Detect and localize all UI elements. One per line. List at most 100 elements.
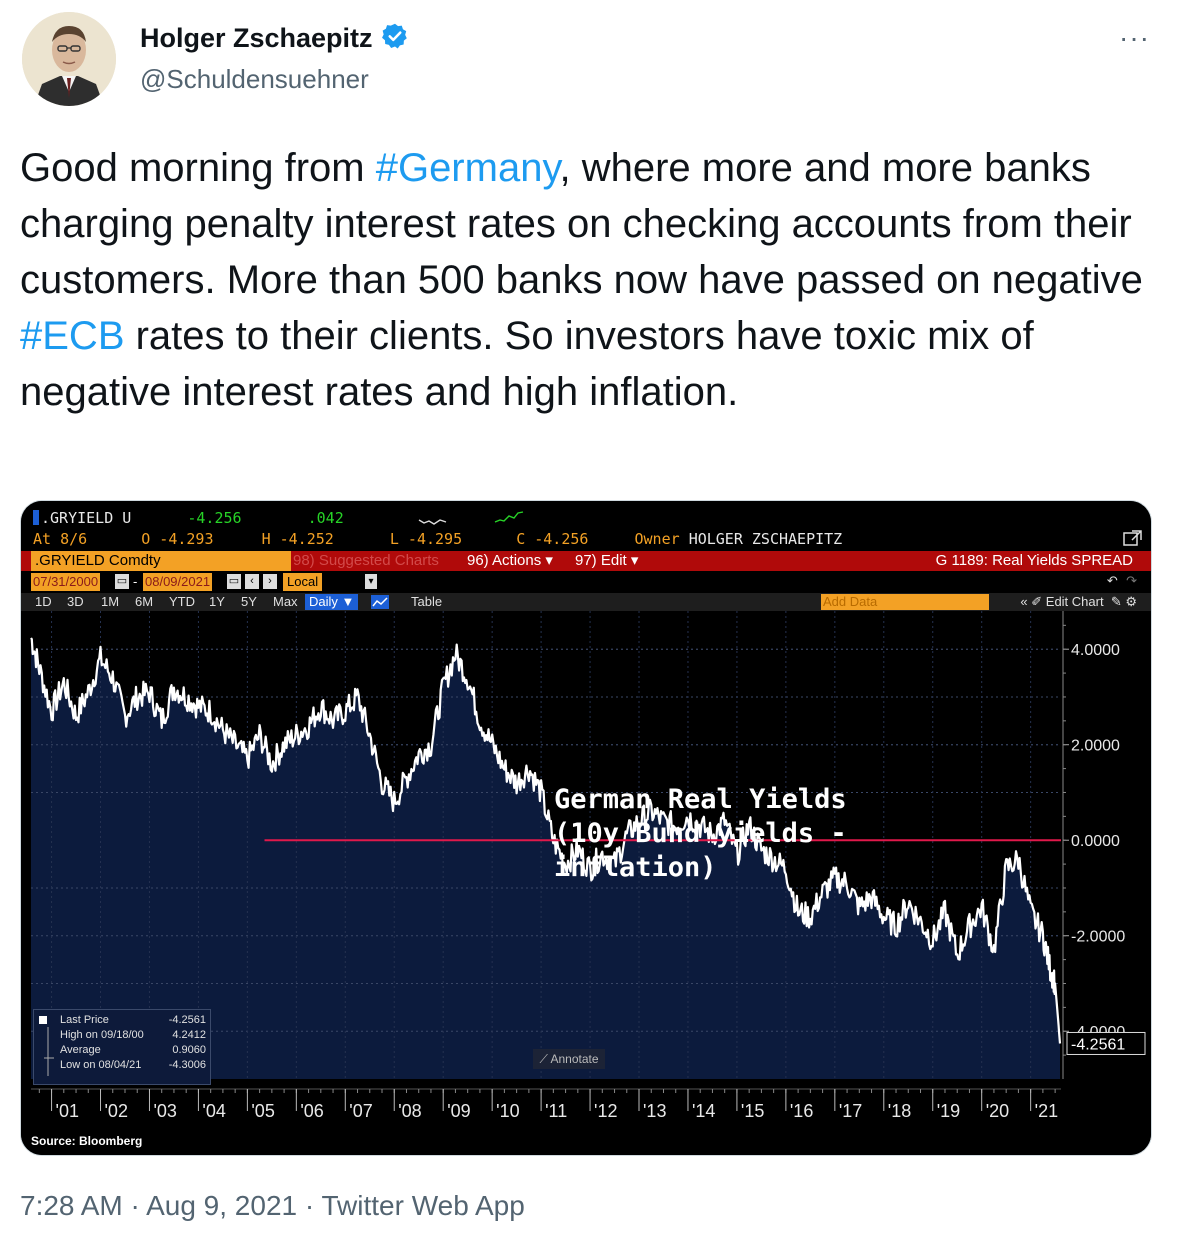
toolbar-row: .GRYIELD Comdty 98) Suggested Charts 96)… [21, 551, 1151, 571]
tweet-text-part-1: Good morning from [20, 146, 376, 190]
owner-label: Owner [634, 530, 680, 548]
chevron-right-icon[interactable]: › [263, 574, 277, 589]
calendar-icon[interactable]: ▭ [115, 574, 129, 589]
author-handle[interactable]: @Schuldensuehner [140, 64, 369, 94]
period-6m[interactable]: 6M [135, 594, 154, 609]
suggested-charts-button[interactable]: 98) Suggested Charts [293, 552, 439, 569]
last-value-box [1066, 1031, 1146, 1055]
tweet-timestamp[interactable]: 7:28 AM · Aug 9, 2021 · Twitter Web App [20, 1190, 525, 1221]
x-tick-label: '11 [545, 1101, 567, 1121]
period-3d[interactable]: 3D [67, 594, 84, 609]
redo-icon[interactable]: ↷ [1126, 574, 1137, 589]
net-change: .042 [307, 509, 344, 527]
hashtag-ecb[interactable]: #ECB [20, 314, 125, 358]
chart-name: G 1189: Real Yields SPREAD [935, 552, 1133, 569]
x-tick-label: '17 [839, 1101, 862, 1121]
period-1m[interactable]: 1M [101, 594, 120, 609]
last-price: -4.256 [187, 509, 242, 527]
tweet-text: Good morning from #Germany, where more a… [20, 140, 1160, 420]
x-tick-label: '06 [300, 1101, 323, 1121]
x-tick-label: '04 [202, 1101, 225, 1121]
chevron-down-icon[interactable]: ▾ [365, 574, 377, 589]
tweet-text-part-2: , where more and more banks charging pen… [20, 146, 1143, 302]
legend-last-price-label: Last Price [60, 1014, 109, 1026]
x-tick-label: '19 [937, 1101, 960, 1121]
x-tick-label: '12 [594, 1101, 617, 1121]
more-options-icon[interactable]: ··· [1119, 22, 1150, 53]
edit-chart-label: « ✐ Edit Chart [1020, 594, 1104, 609]
y-tick-label: -2.0000 [1071, 929, 1125, 946]
last-value-label: -4.2561 [1071, 1036, 1125, 1053]
x-tick-label: '15 [741, 1101, 764, 1121]
period-max[interactable]: Max [273, 594, 298, 609]
annotate-button[interactable]: ⟋ Annotate [533, 1049, 605, 1069]
legend-high-value: 4.2412 [172, 1029, 206, 1041]
at-date: At 8/6 [33, 530, 88, 548]
author-avatar[interactable] [22, 12, 116, 106]
edit-menu[interactable]: 97) Edit ▾ [575, 552, 639, 569]
high-value: H -4.252 [261, 530, 334, 548]
chart-source: Source: Bloomberg [31, 1134, 143, 1148]
period-1y[interactable]: 1Y [209, 594, 225, 609]
x-tick-label: '10 [496, 1101, 519, 1121]
add-data-field[interactable]: Add Data [821, 594, 989, 610]
x-tick-label: '08 [398, 1101, 421, 1121]
period-ytd[interactable]: YTD [169, 594, 195, 609]
x-tick-label: '01 [56, 1101, 79, 1121]
x-tick-label: '13 [643, 1101, 666, 1121]
x-tick-label: '02 [105, 1101, 128, 1121]
hashtag-germany[interactable]: #Germany [375, 146, 560, 190]
series-area [31, 638, 1061, 1079]
x-tick-label: '14 [692, 1101, 715, 1121]
x-tick-label: '16 [790, 1101, 813, 1121]
series-line [30, 637, 1062, 1044]
start-date-field[interactable]: 07/31/2000 [31, 573, 101, 591]
legend-average-label: Average [60, 1044, 101, 1056]
author-name[interactable]: Holger Zschaepitz [140, 23, 373, 53]
x-tick-label: '03 [153, 1101, 176, 1121]
chevron-left-icon[interactable]: ‹ [245, 574, 259, 589]
legend-high-label: High on 09/18/00 [60, 1029, 144, 1041]
real-yields-chart: 4.00002.00000.0000-2.0000-4.0000-4.2561'… [30, 611, 1146, 1121]
y-tick-label: 0.0000 [1071, 833, 1120, 850]
security-field[interactable]: .GRYIELD Comdty [31, 551, 291, 571]
chart-plot-area: 4.00002.00000.0000-2.0000-4.0000-4.2561'… [21, 611, 1151, 1155]
period-row: 1D 3D 1M 6M YTD 1Y 5Y Max Daily ▼ Table … [21, 593, 1151, 611]
table-button[interactable]: Table [411, 594, 443, 609]
y-tick-label: 4.0000 [1071, 642, 1120, 659]
legend-last-price-value: -4.2561 [168, 1014, 206, 1026]
trend-sparkline-icon [494, 511, 524, 523]
chart-legend: Last Price -4.2561 High on 09/18/00 4.2412… [33, 1009, 211, 1085]
chart-title: German Real Yields (10y Bund yields - in… [554, 784, 847, 883]
frequency-select[interactable]: Daily ▼ [305, 594, 359, 610]
edit-chart-button[interactable]: « ✐ Edit Chart ✎ ⚙ [1020, 593, 1137, 611]
ohlc-row: At 8/6 O -4.293 H -4.252 L -4.295 C -4.2… [33, 530, 842, 549]
close-value: C -4.256 [516, 530, 589, 548]
popout-icon[interactable] [1123, 530, 1143, 548]
owner-name: HOLGER ZSCHAEPITZ [688, 530, 843, 548]
tweet-media-image[interactable]: .GRYIELD U -4.256 .042 At 8/6 O -4.293 H… [20, 500, 1152, 1156]
period-5y[interactable]: 5Y [241, 594, 257, 609]
x-tick-label: '07 [349, 1101, 372, 1121]
y-tick-label: 2.0000 [1071, 738, 1120, 755]
legend-marker-icon [39, 1016, 54, 1076]
period-1d[interactable]: 1D [35, 594, 52, 609]
pencil-icon[interactable]: ✎ [1110, 594, 1122, 609]
actions-menu[interactable]: 96) Actions ▾ [467, 552, 553, 569]
bloomberg-terminal: .GRYIELD U -4.256 .042 At 8/6 O -4.293 H… [21, 501, 1151, 1155]
x-tick-label: '05 [251, 1101, 274, 1121]
x-tick-label: '21 [1035, 1101, 1058, 1121]
end-date-field[interactable]: 08/09/2021 [143, 573, 213, 591]
author-name-row[interactable]: Holger Zschaepitz [140, 22, 409, 55]
x-tick-label: '18 [888, 1101, 911, 1121]
legend-average-value: 0.9060 [172, 1044, 206, 1056]
undo-icon[interactable]: ↶ [1106, 574, 1118, 589]
ticker-marker-icon [33, 510, 39, 525]
tweet-text-part-3: rates to their clients. So investors hav… [20, 314, 1034, 414]
intraday-sparkline-icon [418, 519, 447, 525]
currency-field[interactable]: Local CCY [283, 573, 323, 607]
calendar-icon[interactable]: ▭ [227, 574, 241, 589]
gear-icon[interactable]: ⚙ [1125, 594, 1137, 609]
quote-row: .GRYIELD U -4.256 .042 [33, 509, 524, 529]
line-chart-icon[interactable] [371, 595, 389, 609]
